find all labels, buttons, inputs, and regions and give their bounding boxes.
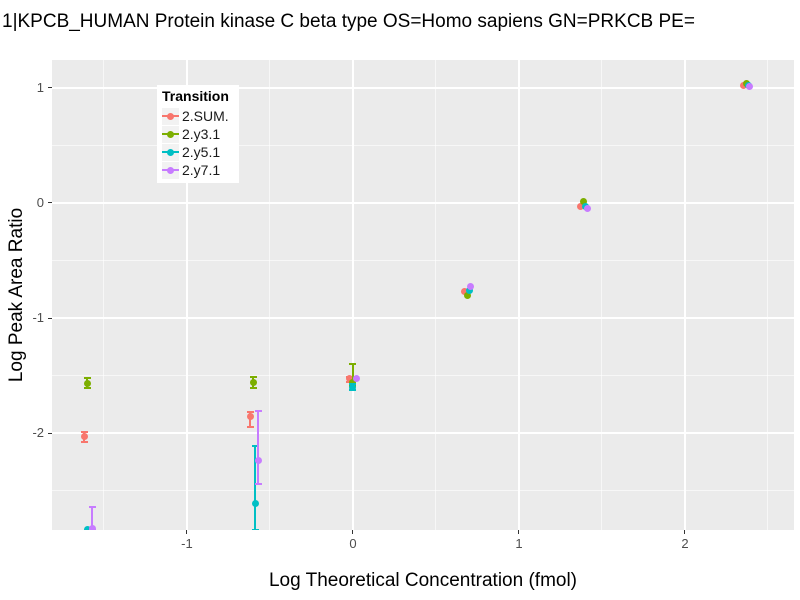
x-major-gridline xyxy=(683,60,686,530)
data-point xyxy=(251,499,259,507)
y-major-gridline xyxy=(52,86,794,89)
errorbar-cap-top xyxy=(88,505,96,508)
data-point xyxy=(349,378,357,386)
errorbar-cap-bottom xyxy=(249,387,257,390)
legend-rows: 2.SUM. 2.y3.1 2.y5.1 2.y7.1 xyxy=(162,107,234,179)
legend-item-label: 2.y7.1 xyxy=(182,162,221,178)
x-axis-title: Log Theoretical Concentration (fmol) xyxy=(268,570,578,591)
errorbar-cap-bottom xyxy=(254,482,262,485)
y-tick-mark xyxy=(48,202,52,204)
errorbar-cap-bottom xyxy=(246,426,254,429)
errorbar-cap-top xyxy=(83,376,91,379)
data-point xyxy=(467,283,475,291)
data-point xyxy=(580,198,588,206)
data-point xyxy=(83,526,91,530)
data-point xyxy=(576,202,584,210)
errorbar xyxy=(257,411,260,484)
x-minor-gridline xyxy=(435,60,437,530)
data-point xyxy=(254,457,262,465)
x-major-gridline xyxy=(351,60,354,530)
x-tick-label: 0 xyxy=(349,536,357,551)
x-tick-mark xyxy=(186,530,188,534)
legend-item: 2.SUM. xyxy=(162,107,234,125)
y-major-gridline xyxy=(52,201,794,204)
data-point xyxy=(88,525,96,530)
legend-item-label: 2.y5.1 xyxy=(182,144,221,160)
legend-item-label: 2.SUM. xyxy=(182,108,229,124)
x-minor-gridline xyxy=(601,60,603,530)
errorbar-cap-top xyxy=(80,430,88,433)
legend-item: 2.y5.1 xyxy=(162,143,234,161)
chart-title: 1|KPCB_HUMAN Protein kinase C beta type … xyxy=(2,11,695,32)
data-point xyxy=(246,413,254,421)
legend-item-label: 2.y3.1 xyxy=(182,126,221,142)
y-tick-label: 0 xyxy=(36,194,44,210)
data-point xyxy=(463,291,471,299)
data-point xyxy=(465,286,473,294)
x-minor-gridline xyxy=(767,60,769,530)
y-tick-label: -2 xyxy=(32,425,44,441)
data-point xyxy=(583,205,591,213)
data-point xyxy=(83,380,91,388)
legend-key-glyph xyxy=(162,107,179,125)
errorbar-cap-top xyxy=(254,410,262,413)
data-point xyxy=(249,378,257,386)
y-tick-label: -1 xyxy=(32,310,44,325)
x-tick-mark xyxy=(518,530,520,534)
data-point xyxy=(349,383,357,391)
y-major-gridline xyxy=(52,432,794,435)
data-point xyxy=(746,83,754,91)
legend-item: 2.y7.1 xyxy=(162,161,234,179)
legend-key-glyph xyxy=(162,125,179,143)
y-minor-gridline xyxy=(52,490,794,492)
legend-item: 2.y3.1 xyxy=(162,125,234,143)
legend-key-dot xyxy=(167,166,174,174)
y-tick-mark xyxy=(48,432,52,434)
legend-key-glyph xyxy=(162,143,179,161)
data-point xyxy=(80,432,88,440)
y-minor-gridline xyxy=(52,375,794,377)
legend: Transition 2.SUM. 2.y3.1 2.y5.1 2.y7.1 xyxy=(157,85,239,183)
y-tick-mark xyxy=(48,87,52,89)
errorbar-cap-top xyxy=(249,375,257,378)
data-point xyxy=(352,375,360,383)
errorbar-cap-top xyxy=(251,444,259,447)
legend-title: Transition xyxy=(162,88,229,104)
legend-key-glyph xyxy=(162,161,179,179)
x-minor-gridline xyxy=(269,60,271,530)
errorbar xyxy=(351,364,354,386)
x-major-gridline xyxy=(517,60,520,530)
x-tick-label: -1 xyxy=(181,536,193,551)
y-minor-gridline xyxy=(52,144,794,146)
y-minor-gridline xyxy=(52,259,794,261)
errorbar xyxy=(91,506,94,530)
x-major-gridline xyxy=(185,60,188,530)
errorbar-cap-bottom xyxy=(80,441,88,444)
data-point xyxy=(460,288,468,296)
legend-key-dot xyxy=(167,130,174,138)
legend-key-dot xyxy=(167,148,174,156)
x-tick-label: 1 xyxy=(515,536,523,551)
x-tick-mark xyxy=(684,530,686,534)
y-tick-mark xyxy=(48,317,52,319)
x-tick-label: 2 xyxy=(681,536,689,551)
errorbar-cap-bottom xyxy=(83,387,91,390)
errorbar-cap-top xyxy=(246,411,254,414)
errorbar xyxy=(254,445,256,530)
y-major-gridline xyxy=(52,317,794,319)
y-tick-label: 1 xyxy=(36,79,44,95)
errorbar-cap-bottom xyxy=(251,528,259,530)
x-minor-gridline xyxy=(103,60,105,530)
y-axis-title: Log Peak Area Ratio xyxy=(6,207,27,383)
x-tick-mark xyxy=(352,530,354,534)
errorbar-cap-top xyxy=(349,363,357,366)
legend-key-dot xyxy=(167,112,174,120)
